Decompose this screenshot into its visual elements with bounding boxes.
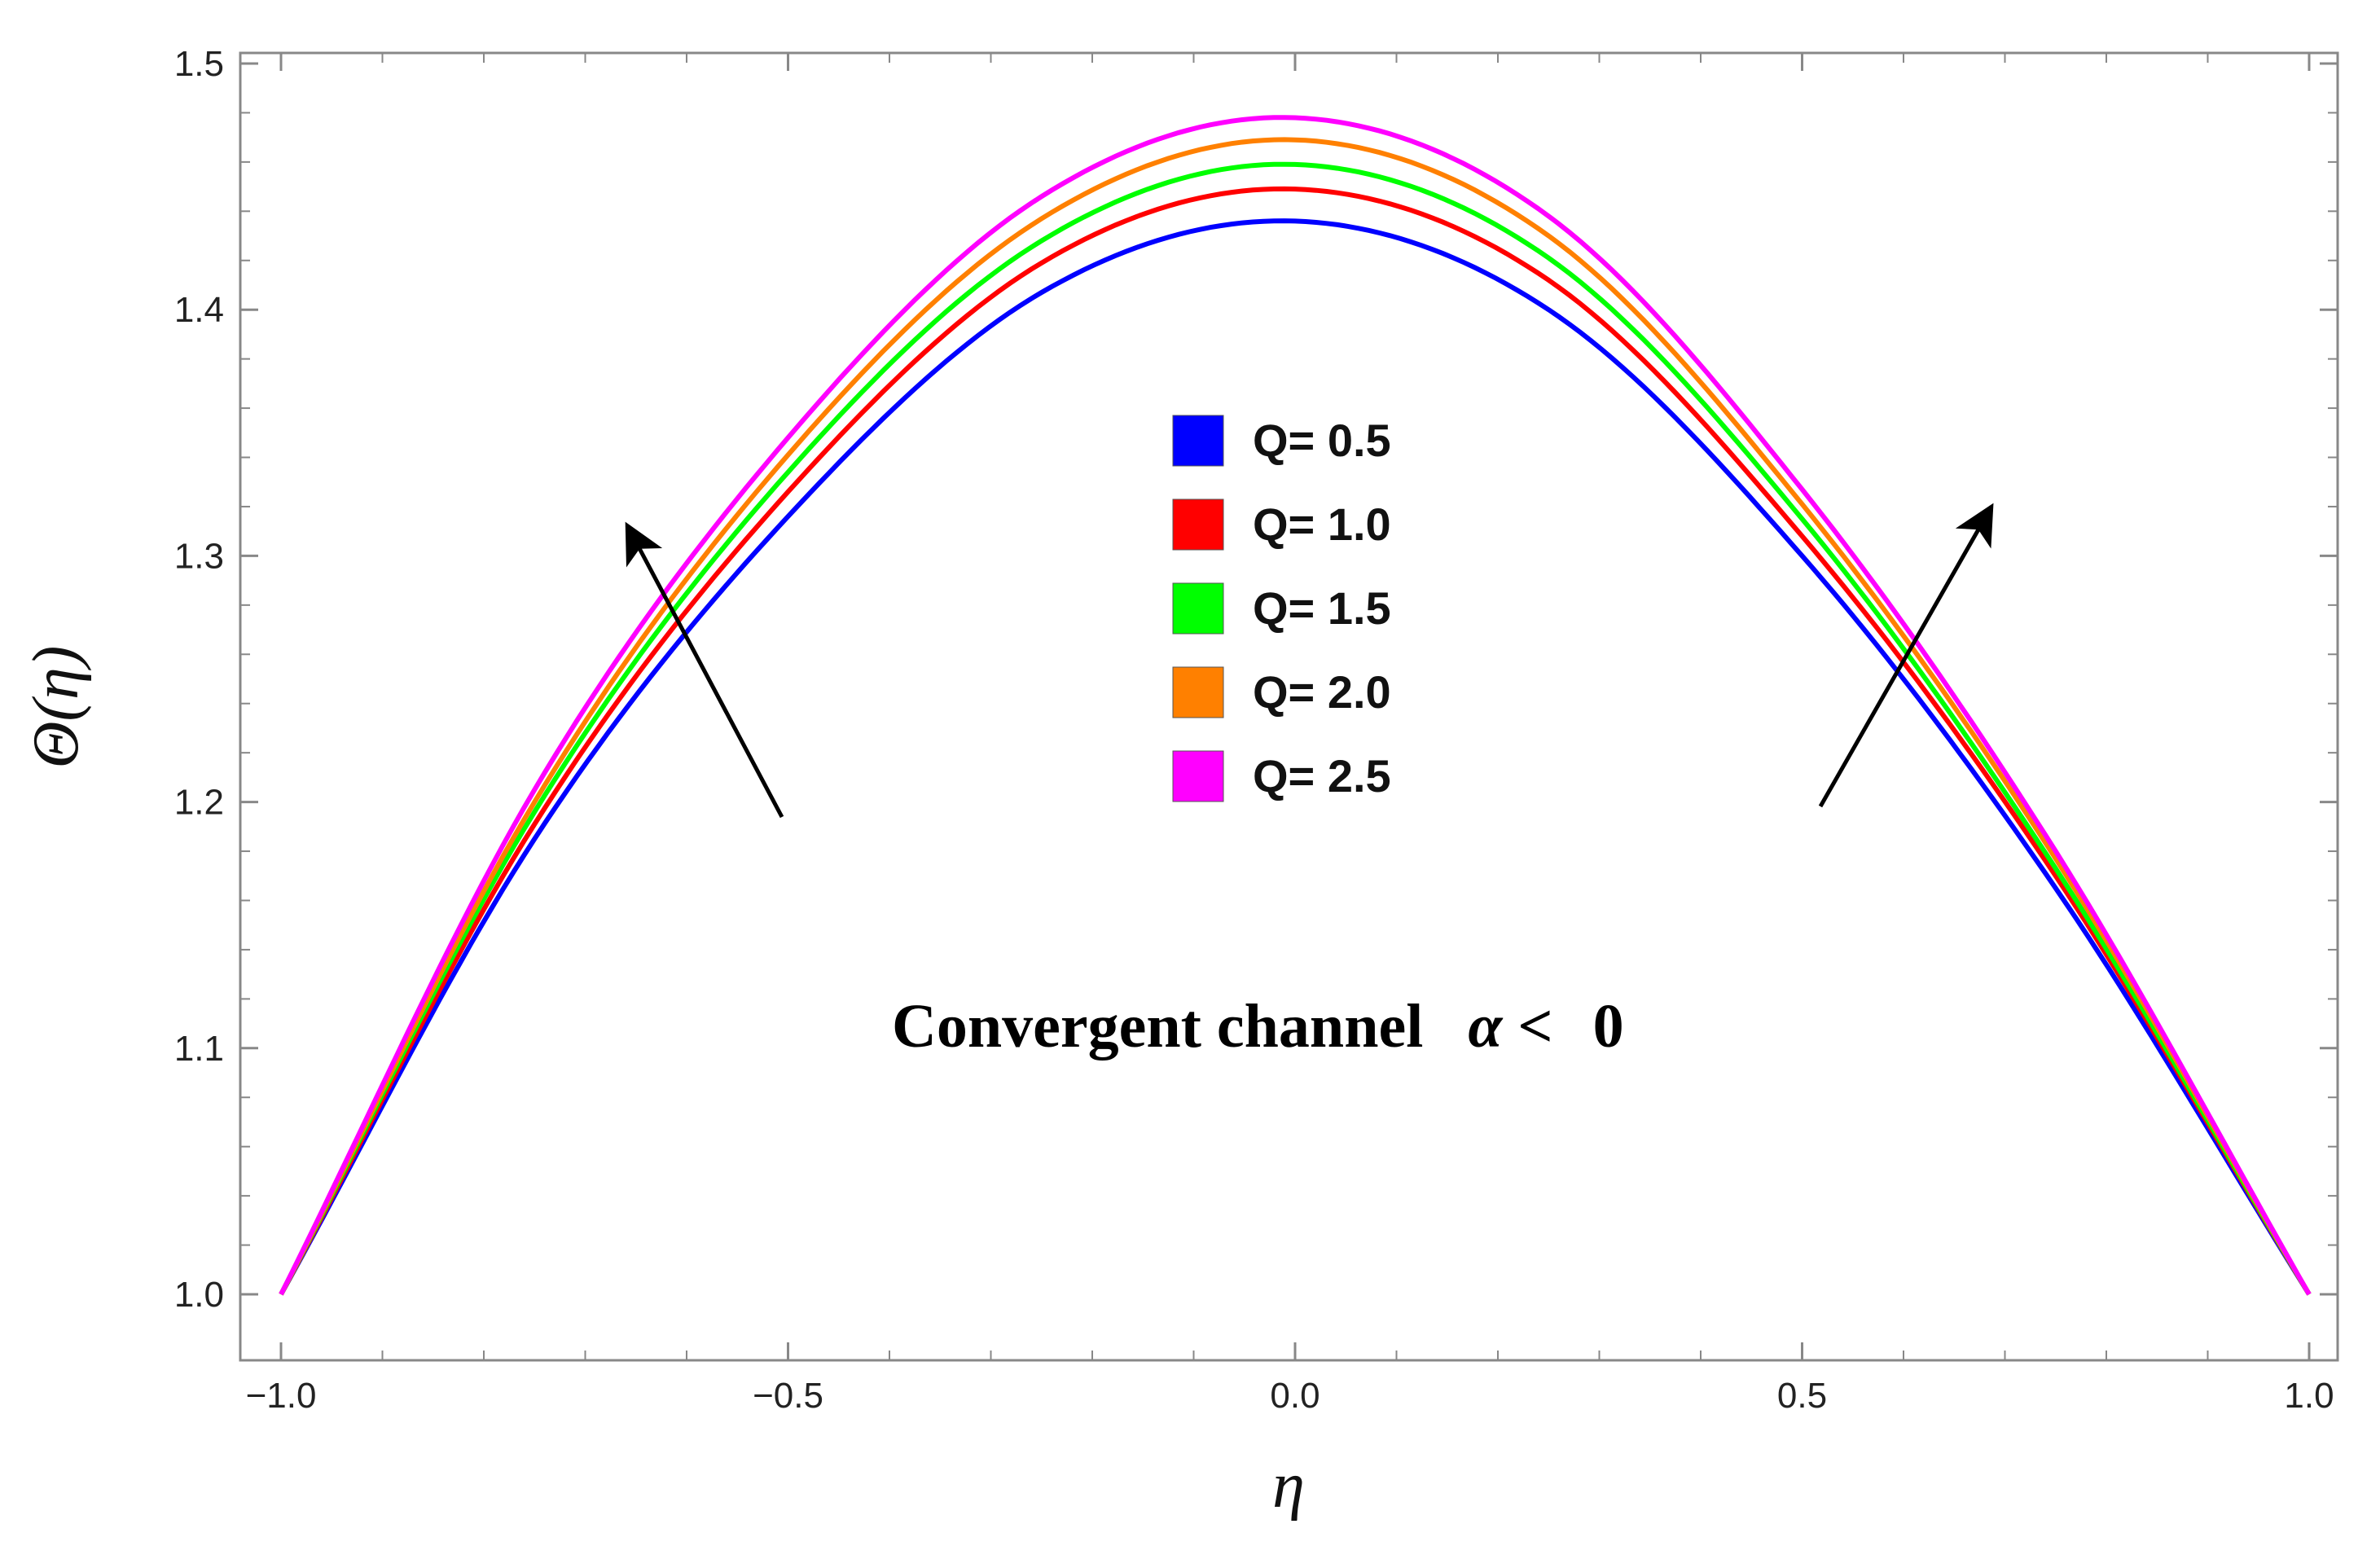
x-tick-label: −1.0 <box>246 1376 317 1416</box>
legend-label-5: Q= 2.5 <box>1253 750 1391 802</box>
legend-label-1: Q= 0.5 <box>1253 415 1391 466</box>
y-axis-ticks: 1.0 1.1 1.2 1.3 1.4 1.5 <box>174 44 2338 1315</box>
trend-arrow-left <box>625 521 784 819</box>
legend-swatch-3 <box>1172 582 1224 635</box>
y-tick-label: 1.4 <box>174 290 224 330</box>
legend-swatch-4 <box>1172 666 1224 718</box>
legend-swatch-1 <box>1172 415 1224 467</box>
legend-swatch-5 <box>1172 750 1224 802</box>
annotation-convergent-channel: Convergent channel α < 0 <box>892 992 1624 1061</box>
series-line-4 <box>279 137 2312 1296</box>
x-axis-ticks: −1.0 −0.5 0.0 0.5 1.0 <box>246 53 2334 1416</box>
x-tick-label: 0.5 <box>1777 1376 1827 1416</box>
x-axis-label: η <box>1272 1450 1305 1522</box>
legend: Q= 0.5 Q= 1.0 Q= 1.5 Q= 2.0 Q= 2.5 <box>1172 415 1391 802</box>
y-tick-label: 1.1 <box>174 1029 224 1069</box>
trend-arrow-right <box>1818 503 1994 808</box>
series-line-1 <box>279 218 2312 1296</box>
legend-label-3: Q= 1.5 <box>1253 582 1391 634</box>
y-tick-label: 1.3 <box>174 536 224 576</box>
y-tick-label: 1.5 <box>174 44 224 84</box>
series-line-2 <box>279 186 2312 1296</box>
y-tick-label: 1.0 <box>174 1275 224 1315</box>
y-axis-label: Θ(η) <box>20 646 92 769</box>
annotation-value: 0 <box>1593 992 1624 1061</box>
x-tick-label: 0.0 <box>1270 1376 1320 1416</box>
annotation-text: Convergent channel <box>892 992 1423 1061</box>
legend-label-2: Q= 1.0 <box>1253 498 1391 550</box>
series-lines <box>279 115 2312 1296</box>
legend-swatch-2 <box>1172 498 1224 551</box>
y-tick-label: 1.2 <box>174 783 224 823</box>
x-tick-label: 1.0 <box>2284 1376 2334 1416</box>
x-tick-label: −0.5 <box>753 1376 823 1416</box>
legend-label-4: Q= 2.0 <box>1253 666 1391 718</box>
plot-frame <box>239 51 2339 1362</box>
annotation-symbol: α < <box>1468 992 1552 1061</box>
series-line-3 <box>279 161 2312 1296</box>
series-line-5 <box>279 115 2312 1296</box>
